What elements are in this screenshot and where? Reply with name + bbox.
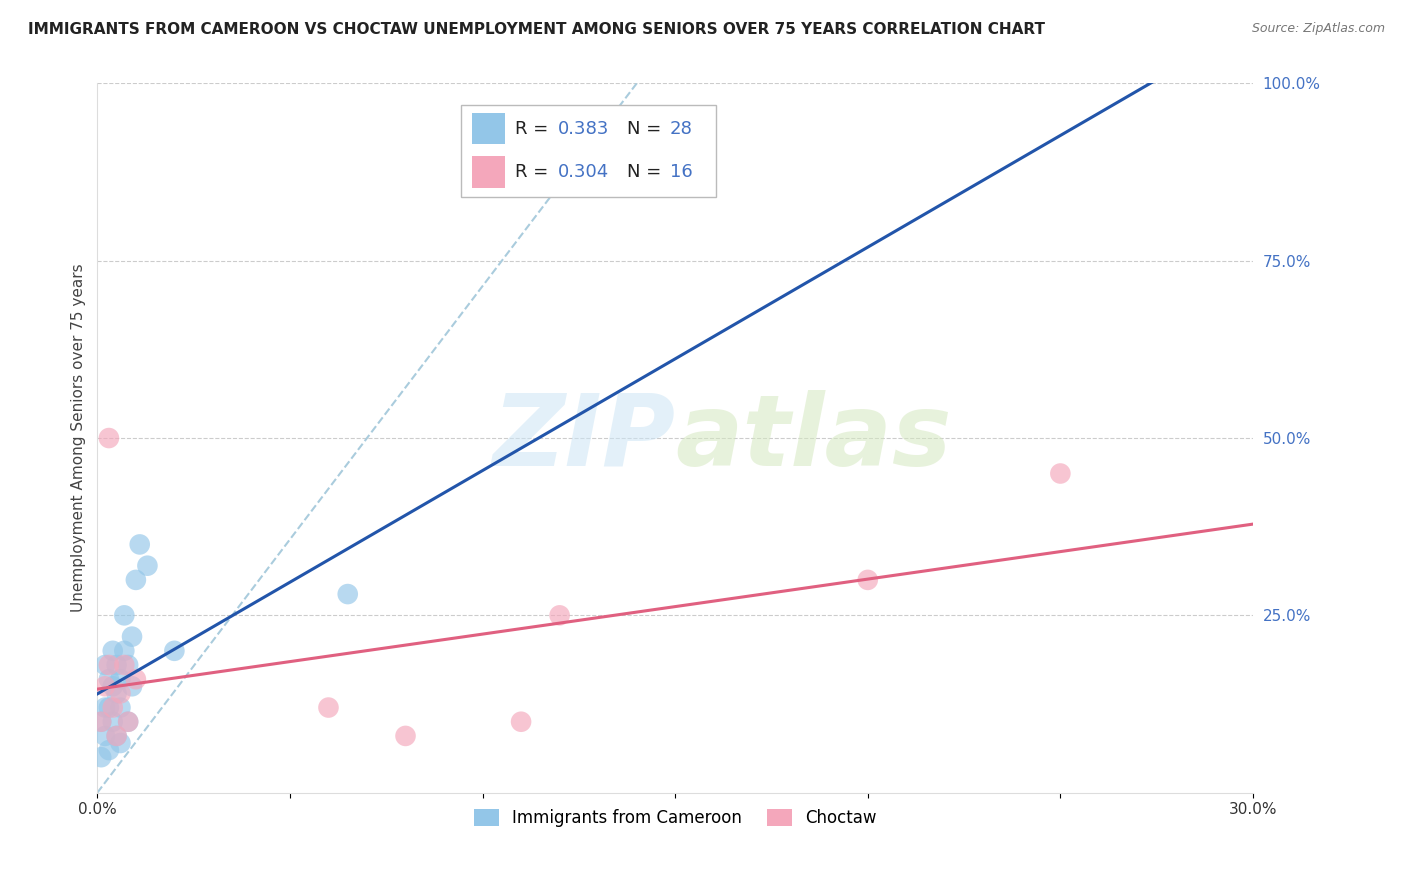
Point: [136, 558, 159, 573]
Point: [1049, 467, 1071, 481]
Point: [163, 644, 186, 658]
Point: [112, 644, 135, 658]
Point: [112, 608, 135, 623]
Point: [101, 700, 124, 714]
Point: [110, 700, 132, 714]
Point: [105, 658, 128, 673]
Point: [394, 729, 416, 743]
Point: [94, 658, 117, 673]
Point: [97, 658, 120, 673]
Text: ZIP: ZIP: [492, 390, 675, 486]
Text: atlas: atlas: [675, 390, 952, 486]
Point: [94, 679, 117, 693]
Point: [101, 714, 124, 729]
Point: [117, 658, 139, 673]
Text: Source: ZipAtlas.com: Source: ZipAtlas.com: [1251, 22, 1385, 36]
Point: [90, 714, 112, 729]
Point: [117, 714, 139, 729]
Point: [94, 729, 117, 743]
Point: [97, 672, 120, 686]
Point: [110, 672, 132, 686]
Point: [101, 644, 124, 658]
Point: [128, 537, 150, 551]
Point: [110, 686, 132, 700]
Point: [125, 672, 148, 686]
Point: [117, 714, 139, 729]
Point: [90, 750, 112, 764]
Point: [97, 431, 120, 445]
Point: [105, 729, 128, 743]
Point: [510, 714, 533, 729]
Point: [97, 743, 120, 757]
Point: [101, 679, 124, 693]
Point: [318, 700, 340, 714]
Point: [856, 573, 879, 587]
Point: [121, 630, 143, 644]
Point: [90, 714, 112, 729]
Point: [336, 587, 359, 601]
Point: [94, 700, 117, 714]
Point: [97, 700, 120, 714]
Point: [105, 686, 128, 700]
Point: [110, 736, 132, 750]
Point: [125, 573, 148, 587]
Y-axis label: Unemployment Among Seniors over 75 years: Unemployment Among Seniors over 75 years: [72, 264, 86, 613]
Point: [112, 658, 135, 673]
Point: [121, 679, 143, 693]
Point: [105, 729, 128, 743]
Point: [548, 608, 571, 623]
Text: IMMIGRANTS FROM CAMEROON VS CHOCTAW UNEMPLOYMENT AMONG SENIORS OVER 75 YEARS COR: IMMIGRANTS FROM CAMEROON VS CHOCTAW UNEM…: [28, 22, 1045, 37]
Legend: Immigrants from Cameroon, Choctaw: Immigrants from Cameroon, Choctaw: [467, 803, 883, 834]
